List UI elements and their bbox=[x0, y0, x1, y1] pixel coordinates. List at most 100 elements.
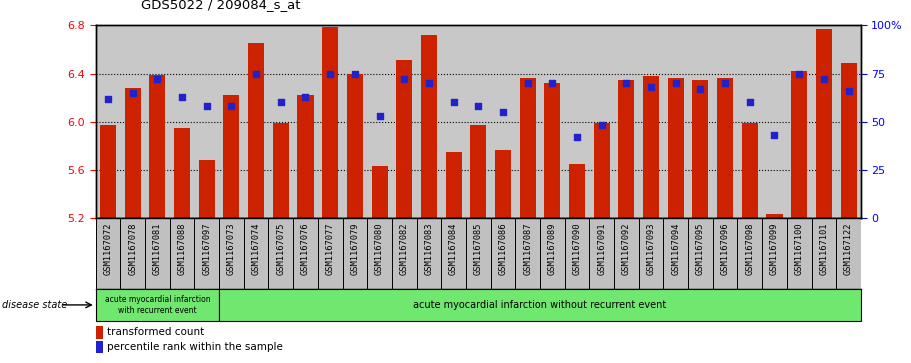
Text: disease state: disease state bbox=[2, 300, 67, 310]
Text: GSM1167087: GSM1167087 bbox=[523, 223, 532, 275]
Text: GDS5022 / 209084_s_at: GDS5022 / 209084_s_at bbox=[141, 0, 301, 11]
Text: GSM1167090: GSM1167090 bbox=[572, 223, 581, 275]
Point bbox=[126, 90, 140, 95]
Text: GSM1167094: GSM1167094 bbox=[671, 223, 681, 275]
Text: GSM1167089: GSM1167089 bbox=[548, 223, 557, 275]
Text: GSM1167091: GSM1167091 bbox=[598, 223, 606, 275]
Bar bbox=[149, 75, 166, 218]
Bar bbox=[445, 152, 462, 218]
Point bbox=[101, 95, 116, 101]
Point bbox=[669, 80, 683, 86]
Text: GSM1167072: GSM1167072 bbox=[104, 223, 112, 275]
Point bbox=[545, 80, 559, 86]
Point bbox=[175, 94, 189, 99]
Point bbox=[249, 70, 263, 76]
Text: GSM1167082: GSM1167082 bbox=[400, 223, 409, 275]
Text: GSM1167099: GSM1167099 bbox=[770, 223, 779, 275]
Text: GSM1167085: GSM1167085 bbox=[474, 223, 483, 275]
Bar bbox=[96, 341, 103, 353]
Point bbox=[520, 80, 535, 86]
Bar bbox=[692, 79, 709, 218]
Bar bbox=[668, 78, 684, 218]
Point bbox=[841, 88, 855, 94]
Text: GSM1167076: GSM1167076 bbox=[301, 223, 310, 275]
Text: GSM1167098: GSM1167098 bbox=[745, 223, 754, 275]
Point bbox=[471, 103, 486, 109]
Text: GSM1167080: GSM1167080 bbox=[375, 223, 384, 275]
Text: GSM1167079: GSM1167079 bbox=[351, 223, 359, 275]
Bar bbox=[495, 151, 511, 218]
Point bbox=[224, 103, 239, 109]
Text: GSM1167095: GSM1167095 bbox=[696, 223, 705, 275]
Text: acute myocardial infarction without recurrent event: acute myocardial infarction without recu… bbox=[414, 300, 667, 310]
Bar bbox=[96, 326, 103, 339]
Point bbox=[397, 76, 412, 82]
Bar bbox=[174, 128, 190, 218]
Text: GSM1167083: GSM1167083 bbox=[425, 223, 434, 275]
Bar bbox=[100, 125, 116, 218]
Text: GSM1167097: GSM1167097 bbox=[202, 223, 211, 275]
Point bbox=[742, 99, 757, 105]
Bar bbox=[643, 76, 659, 218]
Point bbox=[693, 86, 708, 92]
Text: GSM1167101: GSM1167101 bbox=[819, 223, 828, 275]
Bar bbox=[619, 79, 634, 218]
Point bbox=[816, 76, 831, 82]
Point bbox=[200, 103, 214, 109]
Bar bbox=[791, 71, 807, 218]
Bar bbox=[519, 78, 536, 218]
Point bbox=[348, 70, 363, 76]
Text: percentile rank within the sample: percentile rank within the sample bbox=[107, 342, 283, 352]
Point bbox=[373, 113, 387, 119]
Bar bbox=[322, 26, 338, 218]
Point bbox=[446, 99, 461, 105]
Point bbox=[767, 132, 782, 138]
Text: GSM1167074: GSM1167074 bbox=[251, 223, 261, 275]
Bar bbox=[125, 88, 140, 218]
Bar bbox=[96, 289, 219, 321]
Bar bbox=[372, 166, 387, 218]
Point bbox=[150, 76, 165, 82]
Bar bbox=[396, 60, 413, 218]
Bar bbox=[248, 44, 264, 218]
Bar bbox=[219, 289, 861, 321]
Point bbox=[273, 99, 288, 105]
Point bbox=[422, 80, 436, 86]
Point bbox=[594, 123, 609, 129]
Text: GSM1167092: GSM1167092 bbox=[622, 223, 631, 275]
Text: GSM1167122: GSM1167122 bbox=[844, 223, 853, 275]
Text: GSM1167100: GSM1167100 bbox=[794, 223, 804, 275]
Bar bbox=[742, 123, 758, 218]
Bar bbox=[199, 160, 215, 218]
Text: GSM1167078: GSM1167078 bbox=[128, 223, 138, 275]
Bar bbox=[816, 29, 832, 218]
Text: GSM1167073: GSM1167073 bbox=[227, 223, 236, 275]
Point bbox=[619, 80, 634, 86]
Text: GSM1167077: GSM1167077 bbox=[325, 223, 334, 275]
Text: GSM1167093: GSM1167093 bbox=[647, 223, 656, 275]
Point bbox=[644, 84, 659, 90]
Text: GSM1167096: GSM1167096 bbox=[721, 223, 730, 275]
Bar bbox=[347, 73, 363, 218]
Point bbox=[569, 134, 584, 140]
Text: transformed count: transformed count bbox=[107, 327, 204, 337]
Bar bbox=[594, 123, 609, 218]
Point bbox=[496, 109, 510, 115]
Text: GSM1167086: GSM1167086 bbox=[498, 223, 507, 275]
Point bbox=[322, 70, 337, 76]
Bar bbox=[272, 123, 289, 218]
Text: acute myocardial infarction
with recurrent event: acute myocardial infarction with recurre… bbox=[105, 295, 210, 315]
Text: GSM1167081: GSM1167081 bbox=[153, 223, 162, 275]
Bar bbox=[766, 214, 783, 218]
Bar bbox=[298, 95, 313, 218]
Bar bbox=[421, 35, 437, 218]
Bar bbox=[470, 125, 486, 218]
Bar bbox=[569, 164, 585, 218]
Bar bbox=[841, 63, 856, 218]
Point bbox=[792, 70, 806, 76]
Bar bbox=[544, 83, 560, 218]
Text: GSM1167075: GSM1167075 bbox=[276, 223, 285, 275]
Bar bbox=[223, 95, 240, 218]
Bar bbox=[717, 78, 733, 218]
Text: GSM1167084: GSM1167084 bbox=[449, 223, 458, 275]
